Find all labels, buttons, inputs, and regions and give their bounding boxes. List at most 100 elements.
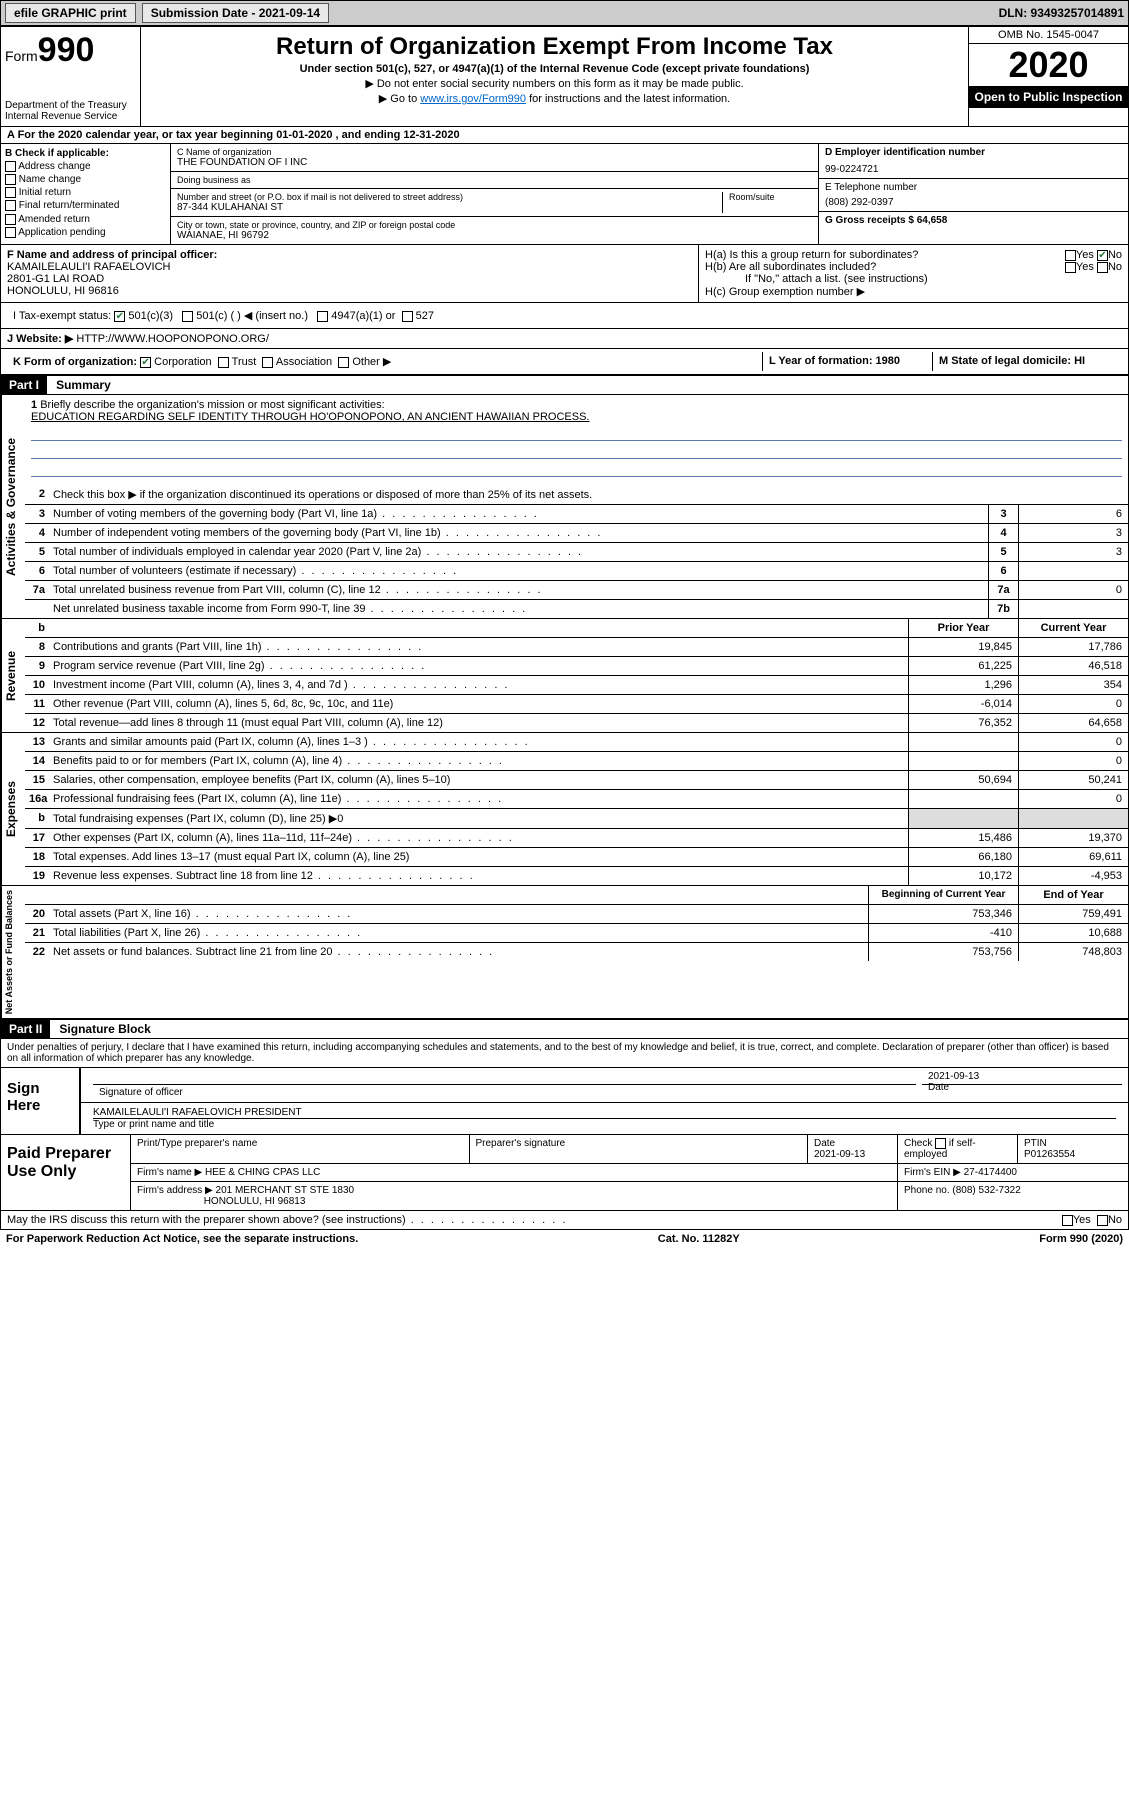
page-footer: For Paperwork Reduction Act Notice, see … (0, 1230, 1129, 1248)
ein-label: D Employer identification number (825, 147, 1122, 158)
ha-no[interactable]: No (1108, 249, 1122, 261)
hdr-beginning: Beginning of Current Year (868, 886, 1018, 904)
officer-addr1: 2801-G1 LAI ROAD (7, 273, 692, 285)
line4-desc: Number of independent voting members of … (49, 524, 988, 542)
line22-end: 748,803 (1018, 943, 1128, 961)
cb-4947[interactable] (317, 311, 328, 322)
cb-address-change[interactable]: Address change (5, 161, 166, 172)
ha-yes[interactable]: Yes (1076, 249, 1094, 261)
line6-desc: Total number of volunteers (estimate if … (49, 562, 988, 580)
line8-curr: 17,786 (1018, 638, 1128, 656)
form-word: Form (5, 48, 38, 64)
line17-curr: 19,370 (1018, 829, 1128, 847)
hb-yes[interactable]: Yes (1076, 261, 1094, 273)
line10-desc: Investment income (Part VIII, column (A)… (49, 676, 908, 694)
dept-label: Department of the Treasury Internal Reve… (5, 100, 136, 122)
line19-desc: Revenue less expenses. Subtract line 18 … (49, 867, 908, 885)
line6-val (1018, 562, 1128, 580)
b-label: B Check if applicable: (5, 148, 166, 159)
firm-ein-label: Firm's EIN ▶ (904, 1167, 961, 1178)
website-value[interactable]: HTTP://WWW.HOOPONOPONO.ORG/ (76, 333, 269, 345)
line9-desc: Program service revenue (Part VIII, line… (49, 657, 908, 675)
part2-badge: Part II (1, 1020, 50, 1038)
section-governance: Activities & Governance 1 Briefly descri… (0, 395, 1129, 619)
tax-period: A For the 2020 calendar year, or tax yea… (0, 127, 1129, 144)
cb-501c3[interactable] (114, 311, 125, 322)
note-ssn: ▶ Do not enter social security numbers o… (147, 77, 962, 90)
blank-line (31, 445, 1122, 459)
line11-desc: Other revenue (Part VIII, column (A), li… (49, 695, 908, 713)
prep-ptin-val: P01263554 (1024, 1149, 1075, 1160)
form-num-big: 990 (38, 31, 95, 69)
line18-prior: 66,180 (908, 848, 1018, 866)
dln-label: DLN: 93493257014891 (999, 6, 1124, 20)
submission-date-button[interactable]: Submission Date - 2021-09-14 (142, 3, 329, 23)
k-label: K Form of organization: (13, 356, 137, 368)
org-name-label: C Name of organization (177, 147, 812, 157)
section-expenses: Expenses 13Grants and similar amounts pa… (0, 733, 1129, 886)
vlabel-revenue: Revenue (1, 619, 25, 732)
line10-curr: 354 (1018, 676, 1128, 694)
cb-assoc[interactable] (262, 357, 273, 368)
hb-label: H(b) Are all subordinates included? (705, 261, 876, 273)
line13-desc: Grants and similar amounts paid (Part IX… (49, 733, 908, 751)
line19-curr: -4,953 (1018, 867, 1128, 885)
hb-note: If "No," attach a list. (see instruction… (705, 273, 1122, 285)
blank-line (31, 427, 1122, 441)
opt-501c3: 501(c)(3) (128, 310, 173, 322)
dba-label: Doing business as (177, 175, 812, 185)
line7a-val: 0 (1018, 581, 1128, 599)
note-goto-a: ▶ Go to (379, 93, 420, 105)
cb-501c[interactable] (182, 311, 193, 322)
sig-officer-label: Signature of officer (99, 1087, 183, 1098)
line19-prior: 10,172 (908, 867, 1018, 885)
line1-num: 1 (31, 399, 37, 411)
cb-application-pending[interactable]: Application pending (5, 227, 166, 238)
efile-button[interactable]: efile GRAPHIC print (5, 3, 136, 23)
cb-final-return[interactable]: Final return/terminated (5, 200, 166, 211)
line16b-curr (1018, 809, 1128, 828)
phone-value: (808) 292-0397 (825, 197, 1122, 208)
form-number: Form990 (5, 31, 136, 70)
cb-name-change[interactable]: Name change (5, 174, 166, 185)
note-goto: ▶ Go to www.irs.gov/Form990 for instruct… (147, 92, 962, 105)
line13-prior (908, 733, 1018, 751)
irs-link[interactable]: www.irs.gov/Form990 (420, 93, 526, 105)
line12-desc: Total revenue—add lines 8 through 11 (mu… (49, 714, 908, 732)
org-name: THE FOUNDATION OF I INC (177, 157, 812, 168)
line16a-curr: 0 (1018, 790, 1128, 808)
pra-notice: For Paperwork Reduction Act Notice, see … (6, 1233, 358, 1245)
line22-desc: Net assets or fund balances. Subtract li… (49, 943, 868, 961)
signature-block: Sign Here Signature of officer 2021-09-1… (0, 1068, 1129, 1135)
opt-4947: 4947(a)(1) or (331, 310, 395, 322)
perjury-declaration: Under penalties of perjury, I declare th… (0, 1039, 1129, 1068)
cb-amended-return[interactable]: Amended return (5, 214, 166, 225)
cb-other[interactable] (338, 357, 349, 368)
line5-val: 3 (1018, 543, 1128, 561)
street-value: 87-344 KULAHANAI ST (177, 202, 722, 213)
form-subtitle: Under section 501(c), 527, or 4947(a)(1)… (147, 63, 962, 75)
vlabel-expenses: Expenses (1, 733, 25, 885)
prep-ptin-hdr: PTIN (1024, 1138, 1047, 1149)
firm-name-label: Firm's name ▶ (137, 1167, 202, 1178)
discuss-yes-cb[interactable] (1062, 1215, 1073, 1226)
section-net-assets: Net Assets or Fund Balances Beginning of… (0, 886, 1129, 1020)
opt-trust: Trust (232, 356, 257, 368)
line7a-desc: Total unrelated business revenue from Pa… (49, 581, 988, 599)
officer-group-block: F Name and address of principal officer:… (0, 245, 1129, 303)
year-formation: L Year of formation: 1980 (762, 352, 932, 371)
line16b-prior (908, 809, 1018, 828)
part1-header: Part I Summary (0, 376, 1129, 395)
paid-preparer-label: Paid Preparer Use Only (1, 1135, 131, 1210)
line3-val: 6 (1018, 505, 1128, 523)
hb-no[interactable]: No (1108, 261, 1122, 273)
line3-desc: Number of voting members of the governin… (49, 505, 988, 523)
city-value: WAIANAE, HI 96792 (177, 230, 812, 241)
cb-trust[interactable] (218, 357, 229, 368)
cb-corp[interactable] (140, 357, 151, 368)
cb-527[interactable] (402, 311, 413, 322)
room-label: Room/suite (729, 192, 812, 202)
discuss-no-cb[interactable] (1097, 1215, 1108, 1226)
cb-initial-return[interactable]: Initial return (5, 187, 166, 198)
line20-desc: Total assets (Part X, line 16) (49, 905, 868, 923)
